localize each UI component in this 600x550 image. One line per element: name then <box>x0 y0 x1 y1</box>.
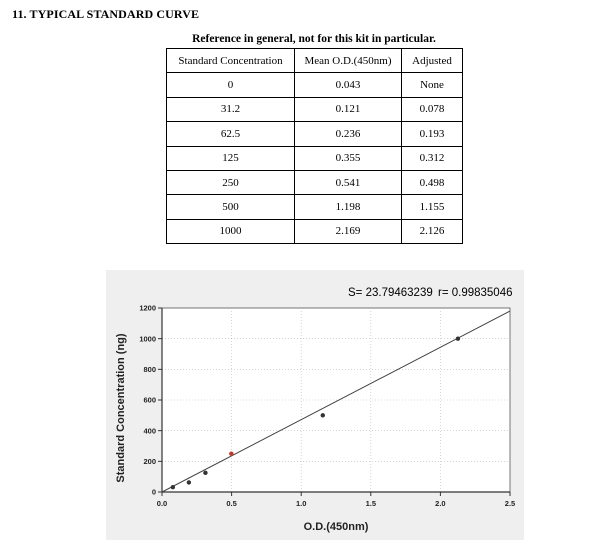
cell-adjusted: 2.126 <box>401 218 463 245</box>
header-mean-od: Mean O.D.(450nm) <box>294 47 402 74</box>
fit-line <box>161 310 511 493</box>
header-adjusted: Adjusted <box>401 47 463 74</box>
slope-equation: S= 23.79463239 <box>348 287 433 299</box>
table-row: 31.2 0.121 0.078 <box>166 96 463 123</box>
cell-mean-od: 0.043 <box>294 72 402 98</box>
x-tick-label: 1.0 <box>296 499 306 508</box>
table-row: 0 0.043 None <box>166 72 463 98</box>
cell-adjusted: 0.078 <box>401 96 463 123</box>
header-standard-concentration: Standard Concentration <box>166 47 295 74</box>
x-tick-label: 1.5 <box>366 499 376 508</box>
table-header-row: Standard Concentration Mean O.D.(450nm) … <box>166 47 463 74</box>
section-heading: 11. TYPICAL STANDARD CURVE <box>12 7 200 21</box>
standard-data-table: Standard Concentration Mean O.D.(450nm) … <box>166 47 463 245</box>
cell-adjusted: 1.155 <box>401 194 463 220</box>
cell-mean-od: 0.541 <box>294 169 402 196</box>
y-tick-label: 200 <box>143 457 156 466</box>
x-axis-title: O.D.(450nm) <box>304 521 369 533</box>
data-point <box>203 470 208 476</box>
table-row: 250 0.541 0.498 <box>166 169 463 196</box>
cell-concentration: 31.2 <box>166 96 295 123</box>
y-axis-title: Standard Concentration (ng) <box>115 333 127 482</box>
data-point <box>455 336 461 341</box>
y-tick-label: 1200 <box>139 304 156 313</box>
cell-mean-od: 0.355 <box>294 145 402 171</box>
cell-mean-od: 1.198 <box>294 194 402 220</box>
cell-adjusted: None <box>401 72 463 98</box>
data-point <box>186 480 192 485</box>
table-caption: Reference in general, not for this kit i… <box>192 33 436 45</box>
table-row: 1000 2.169 2.126 <box>166 218 463 245</box>
correlation-coefficient: r= 0.99835046 <box>438 287 513 299</box>
data-point <box>170 485 176 490</box>
x-tick-label: 2.0 <box>435 499 445 508</box>
y-tick-label: 0 <box>152 488 156 497</box>
cell-concentration: 1000 <box>166 218 295 245</box>
cell-concentration: 62.5 <box>166 121 295 147</box>
table-row: 500 1.198 1.155 <box>166 194 463 220</box>
y-tick-label: 400 <box>143 426 156 435</box>
y-tick-label: 600 <box>143 396 156 405</box>
cell-adjusted: 0.312 <box>401 145 463 171</box>
x-tick-label: 0.0 <box>157 499 167 508</box>
data-point <box>320 413 325 418</box>
cell-adjusted: 0.193 <box>401 121 463 147</box>
cell-adjusted: 0.498 <box>401 169 463 196</box>
x-tick-label: 0.5 <box>226 499 236 508</box>
x-tick-label: 2.5 <box>505 499 515 508</box>
y-tick-label: 1000 <box>139 334 156 343</box>
cell-mean-od: 0.121 <box>294 96 402 123</box>
data-point <box>229 451 234 456</box>
cell-mean-od: 2.169 <box>294 218 402 245</box>
table-row: 62.5 0.236 0.193 <box>166 121 463 147</box>
cell-concentration: 0 <box>166 72 295 98</box>
y-tick-label: 800 <box>143 365 156 374</box>
cell-mean-od: 0.236 <box>294 121 402 147</box>
table-row: 125 0.355 0.312 <box>166 145 463 171</box>
